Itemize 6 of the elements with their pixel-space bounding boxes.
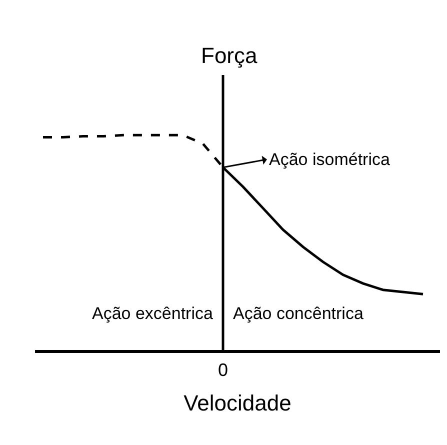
y-axis-title: Força <box>201 43 258 68</box>
text: 0 <box>218 360 228 380</box>
x-axis-title: Velocidade <box>184 390 292 416</box>
annotation: Ação isométrica <box>269 150 390 169</box>
annotation: Ação excêntrica <box>92 304 214 323</box>
annotation: Ação concêntrica <box>233 304 364 323</box>
